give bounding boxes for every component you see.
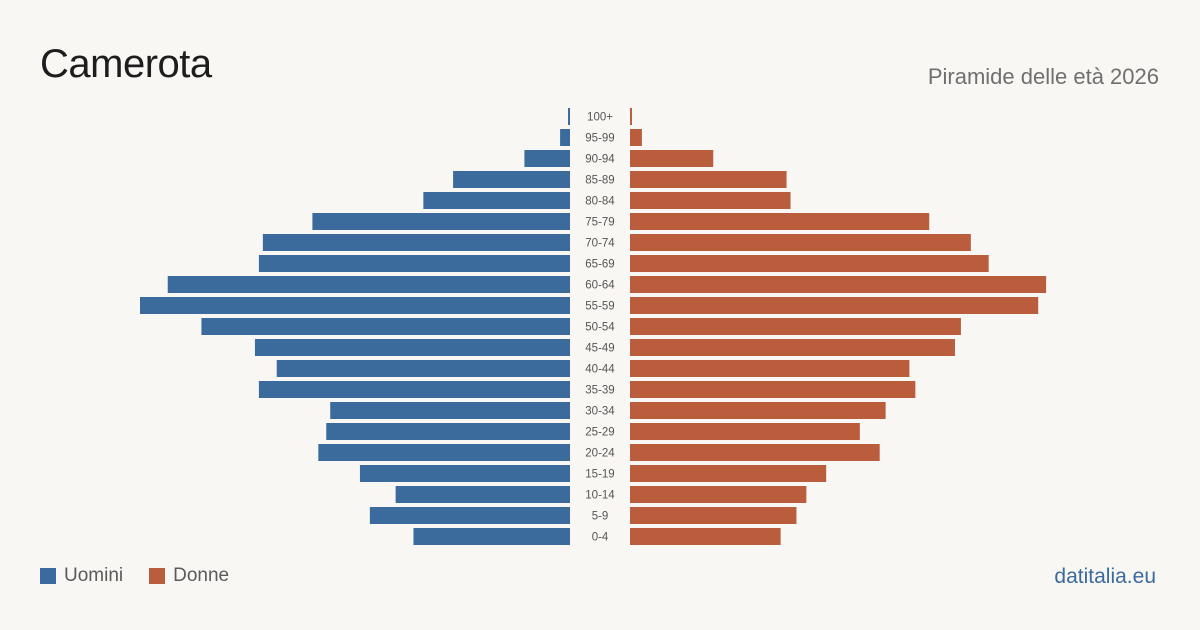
bar-male-45-49 — [254, 339, 570, 356]
age-label-45-49: 45-49 — [585, 343, 614, 355]
legend-label-female: Donne — [173, 565, 230, 586]
legend-item-male: Uomini — [40, 565, 123, 587]
chart-subtitle: Piramide delle età 2026 — [927, 64, 1159, 89]
age-label-70-74: 70-74 — [585, 238, 615, 250]
age-label-55-59: 55-59 — [585, 301, 614, 313]
bar-female-75-79 — [630, 213, 930, 230]
age-label-100plus: 100+ — [587, 112, 613, 124]
age-label-95-99: 95-99 — [585, 133, 614, 145]
bar-male-5-9 — [369, 507, 570, 524]
age-label-10-14: 10-14 — [585, 490, 615, 502]
bar-male-65-69 — [258, 255, 570, 272]
age-label-30-34: 30-34 — [585, 406, 615, 418]
bar-male-70-74 — [262, 234, 570, 251]
bar-female-35-39 — [630, 381, 916, 398]
legend-swatch-male — [40, 568, 56, 584]
bar-female-95-99 — [630, 129, 642, 146]
bar-male-25-29 — [326, 423, 570, 440]
bar-male-0-4 — [413, 528, 570, 545]
bar-female-30-34 — [630, 402, 886, 419]
brand-link[interactable]: datitalia.eu — [1054, 565, 1156, 588]
bar-female-20-24 — [630, 444, 880, 461]
bar-male-60-64 — [167, 276, 570, 293]
bar-male-20-24 — [318, 444, 570, 461]
legend-item-female: Donne — [149, 565, 229, 587]
bar-male-40-44 — [276, 360, 570, 377]
age-label-85-89: 85-89 — [585, 175, 614, 187]
age-label-35-39: 35-39 — [585, 385, 614, 397]
bar-male-10-14 — [395, 486, 570, 503]
bar-female-55-59 — [630, 297, 1039, 314]
bar-male-90-94 — [524, 150, 570, 167]
age-label-25-29: 25-29 — [585, 427, 614, 439]
bar-male-85-89 — [453, 171, 570, 188]
bar-female-80-84 — [630, 192, 791, 209]
bar-female-25-29 — [630, 423, 860, 440]
age-label-15-19: 15-19 — [585, 469, 614, 481]
bar-male-100plus — [568, 108, 570, 125]
bar-female-40-44 — [630, 360, 910, 377]
age-label-75-79: 75-79 — [585, 217, 614, 229]
age-label-0-4: 0-4 — [592, 532, 609, 544]
bar-female-60-64 — [630, 276, 1047, 293]
age-label-5-9: 5-9 — [592, 511, 609, 523]
bar-female-5-9 — [630, 507, 797, 524]
bar-male-15-19 — [359, 465, 570, 482]
bar-female-15-19 — [630, 465, 827, 482]
bar-female-65-69 — [630, 255, 989, 272]
bar-female-85-89 — [630, 171, 787, 188]
bar-male-55-59 — [140, 297, 570, 314]
bar-female-10-14 — [630, 486, 807, 503]
bar-female-50-54 — [630, 318, 961, 335]
age-label-40-44: 40-44 — [585, 364, 615, 376]
bar-female-70-74 — [630, 234, 971, 251]
bar-female-45-49 — [630, 339, 955, 356]
age-label-20-24: 20-24 — [585, 448, 615, 460]
legend-swatch-female — [149, 568, 166, 584]
age-label-50-54: 50-54 — [585, 322, 615, 334]
age-label-90-94: 90-94 — [585, 154, 615, 166]
age-label-80-84: 80-84 — [585, 196, 615, 208]
bar-male-75-79 — [312, 213, 570, 230]
legend: Uomini Donne — [40, 565, 255, 587]
bar-female-0-4 — [630, 528, 781, 545]
age-label-60-64: 60-64 — [585, 280, 615, 292]
bar-male-80-84 — [423, 192, 570, 209]
legend-label-male: Uomini — [64, 565, 124, 586]
bar-female-90-94 — [630, 150, 714, 167]
chart-title: Camerota — [40, 42, 212, 86]
bar-female-100plus — [630, 108, 632, 125]
bar-male-30-34 — [330, 402, 570, 419]
bar-male-50-54 — [201, 318, 570, 335]
bar-male-95-99 — [560, 129, 570, 146]
age-label-65-69: 65-69 — [585, 259, 614, 271]
bar-male-35-39 — [258, 381, 570, 398]
